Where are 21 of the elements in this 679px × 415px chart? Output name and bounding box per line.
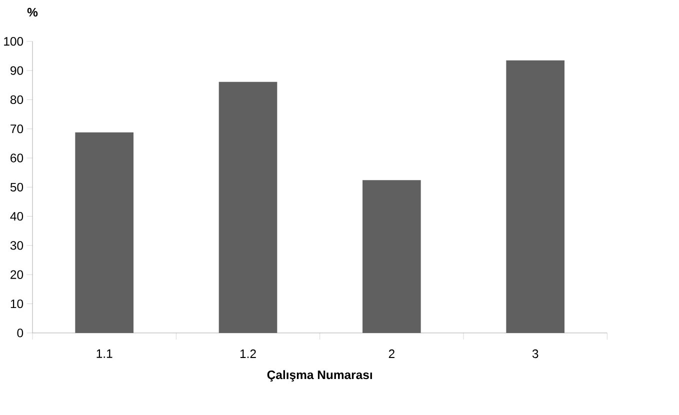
y-tick-label: 0 (17, 328, 24, 338)
y-tick-label: 90 (10, 66, 24, 75)
x-tick-label: 2 (388, 350, 394, 358)
bar (506, 60, 564, 334)
y-tick-label: 80 (10, 95, 24, 104)
bar (75, 132, 134, 334)
x-axis-title: Çalışma Numarası (267, 370, 372, 382)
y-tick-label: 100 (4, 37, 24, 46)
bar (218, 82, 278, 334)
y-tick-label: 70 (10, 124, 24, 134)
x-tick-label: 1.2 (240, 350, 256, 358)
y-tick-label: 30 (10, 241, 24, 250)
y-axis-title: % (27, 8, 38, 17)
y-tick-label: 50 (10, 182, 24, 192)
y-tick-label: 60 (10, 154, 24, 162)
x-tick-label: 1.1 (96, 350, 112, 358)
y-tick-label: 20 (10, 270, 24, 280)
y-tick-label: 40 (10, 212, 24, 221)
x-tick-label: 3 (532, 350, 538, 358)
y-tick-label: 10 (10, 300, 24, 308)
bar (362, 180, 421, 334)
